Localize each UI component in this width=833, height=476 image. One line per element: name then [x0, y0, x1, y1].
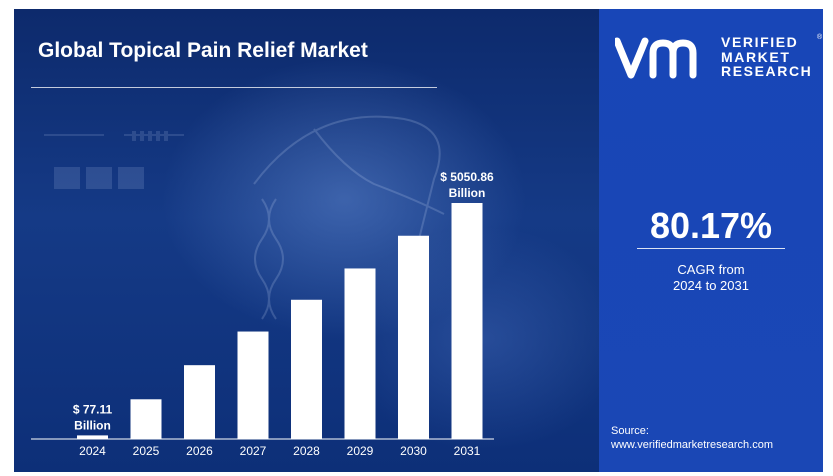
cagr-label-line-1: CAGR from: [677, 262, 745, 277]
x-tick-label-2027: 2027: [240, 444, 267, 458]
source-label: Source:: [611, 425, 649, 437]
cagr-label-line-2: 2024 to 2031: [673, 278, 749, 293]
data-label-2024-line-2: Billion: [74, 418, 111, 432]
source-url: www.verifiedmarketresearch.com: [611, 439, 773, 451]
bar-2026: [184, 365, 215, 439]
x-tick-label-2029: 2029: [347, 444, 374, 458]
bar-2029: [344, 268, 376, 439]
title-divider: [31, 87, 437, 88]
source-note: Source: www.verifiedmarketresearch.com: [611, 424, 773, 452]
cagr-divider: [637, 248, 785, 249]
chart-title: Global Topical Pain Relief Market: [38, 39, 368, 62]
data-label-2024-line-1: $ 77.11: [73, 402, 113, 416]
x-tick-label-2024: 2024: [79, 444, 106, 458]
bar-2028: [291, 299, 322, 439]
bar-2025: [130, 399, 162, 439]
vmr-logo-icon: [615, 37, 697, 79]
x-tick-label-2030: 2030: [400, 444, 427, 458]
x-tick-label-2026: 2026: [186, 444, 213, 458]
bar-2027: [237, 331, 269, 439]
chart-panel: Global Topical Pain Relief Market 2024 20…: [14, 9, 599, 472]
x-tick-label-2031: 2031: [454, 444, 481, 458]
brand-line-2: MARKET: [721, 48, 791, 65]
brand-logo: VERIFIED MARKET RESEARCH ®: [615, 34, 822, 85]
bar-chart: 2024 2025 2026 2027 2028 2029 2030 2031 $ 77.11 B…: [31, 170, 494, 458]
background-illustration: [44, 115, 445, 320]
bar-2024: [77, 435, 108, 439]
infographic-card: Global Topical Pain Relief Market 2024 20…: [14, 9, 823, 472]
data-label-2031-line-1: $ 5050.86: [440, 170, 494, 184]
x-tick-label-2028: 2028: [293, 444, 320, 458]
bar-2030: [398, 235, 429, 439]
brand-line-1: VERIFIED: [721, 34, 799, 50]
cagr-label: CAGR from 2024 to 2031: [599, 262, 823, 294]
bar-2031: [451, 203, 483, 439]
registered-mark: ®: [817, 34, 823, 41]
data-label-2031-line-2: Billion: [449, 186, 486, 200]
x-tick-label-2025: 2025: [133, 444, 160, 458]
cagr-value: 80.17%: [649, 205, 773, 246]
brand-line-3: RESEARCH: [721, 63, 813, 79]
brand-name: VERIFIED MARKET RESEARCH: [721, 35, 821, 79]
summary-panel: VERIFIED MARKET RESEARCH ® 80.17% CAGR f…: [599, 9, 823, 472]
